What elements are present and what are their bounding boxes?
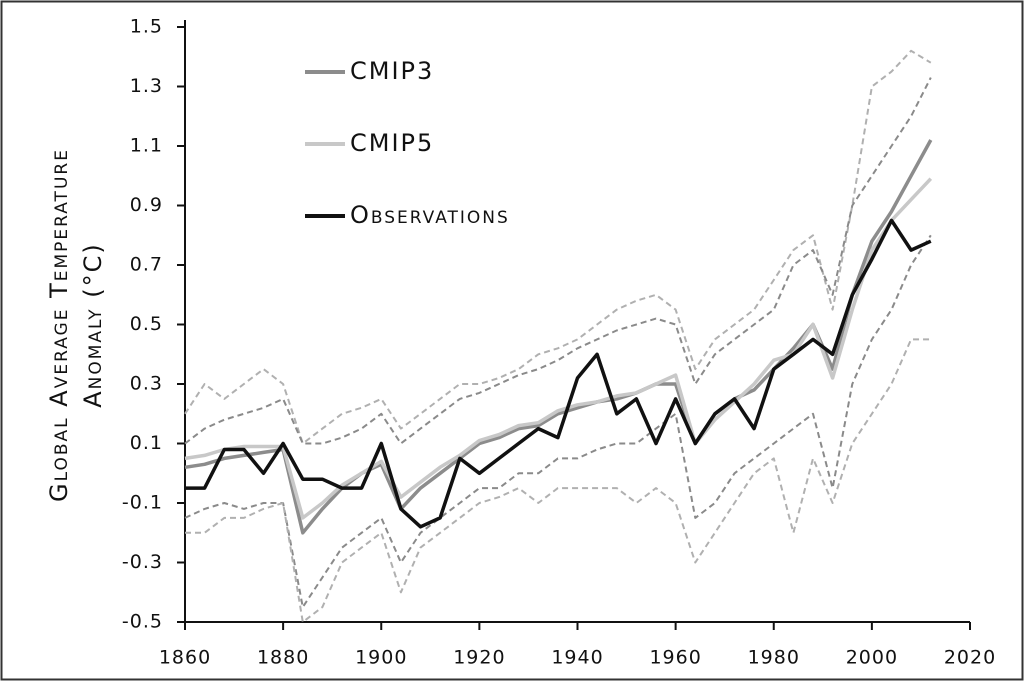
x-tick-label: 1940 [551,647,603,669]
x-tick-label: 1900 [355,647,407,669]
x-tick-label: 1860 [159,647,211,669]
y-tick-label: 0.3 [130,373,163,395]
x-tick-label: 1960 [649,647,701,669]
y-tick-label: 0.5 [130,313,163,335]
series-line [185,218,932,529]
y-tick-label: 0.1 [130,432,163,454]
x-tick-label: 1880 [257,647,309,669]
x-tick-label: 1920 [453,647,505,669]
range-line [184,49,932,445]
legend-label: CMIP3 [350,57,434,85]
y-label-line: Anomaly (°C) [79,242,107,408]
x-tick-label: 2020 [944,647,996,669]
x-tick-label: 2000 [846,647,898,669]
y-tick-label: 0.7 [130,254,163,276]
y-tick-label: 0.9 [130,194,163,216]
legend-label: CMIP5 [350,129,434,157]
range-line [184,234,932,609]
y-axis-title: Global Average Temperature Anomaly (°C) [45,148,107,502]
x-tick-label: 1980 [748,647,800,669]
y-label-line: Global Average Temperature [45,148,73,502]
series-line [184,177,933,520]
y-tick-label: 1.3 [130,75,163,97]
legend-label: Observations [350,201,510,229]
range-line [184,77,932,445]
y-tick-label: 1.5 [130,16,163,38]
y-tick-label: -0.3 [122,551,163,573]
range-line [185,338,931,623]
y-tick-label: -0.5 [122,611,163,633]
y-tick-label: -0.1 [122,492,163,514]
y-tick-label: 1.1 [130,135,163,157]
